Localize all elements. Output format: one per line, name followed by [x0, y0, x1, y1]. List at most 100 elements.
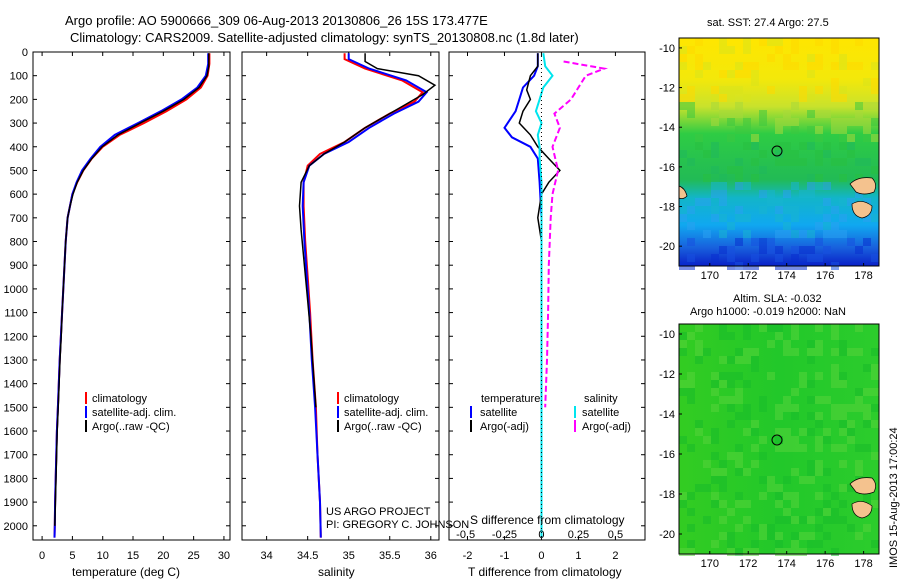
map-cell — [823, 532, 831, 540]
map-cell — [791, 412, 799, 420]
sla-map — [678, 323, 880, 556]
depth-tick-label: 600 — [10, 189, 28, 201]
map-cell — [807, 356, 815, 364]
sst-label: sat. SST: 27.4 Argo: 27.5 — [707, 17, 829, 29]
map-cell — [863, 420, 871, 428]
map-cell — [815, 158, 823, 166]
depth-tick-label: 1800 — [4, 473, 28, 485]
map-cell — [679, 332, 687, 340]
map-cell — [791, 492, 799, 500]
map-cell — [751, 158, 759, 166]
salinity-xlabel: salinity — [318, 565, 355, 579]
map-cell — [719, 198, 727, 206]
map-cell — [831, 548, 839, 556]
legend-argo: Argo(..raw -QC) — [92, 421, 170, 433]
map-cell — [807, 380, 815, 388]
map-cell — [799, 230, 807, 238]
map-cell — [791, 254, 799, 262]
map-cell — [863, 364, 871, 372]
map-cell — [783, 206, 791, 214]
map-cell — [775, 198, 783, 206]
map-cell — [799, 428, 807, 436]
map-cell — [679, 46, 687, 54]
depth-tick-label: 700 — [10, 213, 28, 225]
map-cell — [791, 436, 799, 444]
map-cell — [815, 126, 823, 134]
map-cell — [847, 484, 855, 492]
map-cell — [679, 380, 687, 388]
depth-tick-label: 500 — [10, 165, 28, 177]
map-cell — [727, 356, 735, 364]
x-tick-label: 35.5 — [379, 550, 400, 562]
map-cell — [751, 356, 759, 364]
map-cell — [807, 62, 815, 70]
map-cell — [839, 54, 847, 62]
map-cell — [823, 222, 831, 230]
map-cell — [799, 444, 807, 452]
map-cell — [863, 126, 871, 134]
map-cell — [695, 428, 703, 436]
map-cell — [815, 238, 823, 246]
map-cell — [687, 222, 695, 230]
depth-tick-label: 1400 — [4, 379, 28, 391]
map-cell — [807, 142, 815, 150]
map-cell — [815, 54, 823, 62]
map-cell — [839, 412, 847, 420]
salinity-legend: climatology satellite-adj. clim. Argo(..… — [337, 392, 428, 433]
map-cell — [783, 476, 791, 484]
map-cell — [823, 468, 831, 476]
map-cell — [847, 118, 855, 126]
map-cell — [799, 476, 807, 484]
map-cell — [831, 364, 839, 372]
map-cell — [751, 78, 759, 86]
legend-climatology: climatology — [92, 393, 148, 405]
map-cell — [687, 540, 695, 548]
map-cell — [719, 110, 727, 118]
temperature-plot: 0 5 10 15 20 25 30 — [33, 51, 230, 562]
map-cell — [719, 460, 727, 468]
map-cell — [783, 428, 791, 436]
map-cell — [863, 238, 871, 246]
depth-tick-label: 1600 — [4, 426, 28, 438]
map-cell — [727, 396, 735, 404]
map-cell — [743, 70, 751, 78]
map-cell — [871, 86, 879, 94]
map-cell — [775, 500, 783, 508]
map-cell — [839, 484, 847, 492]
map-cell — [831, 516, 839, 524]
map-cell — [711, 182, 719, 190]
map-cell — [719, 182, 727, 190]
map-cell — [711, 380, 719, 388]
map-cell — [791, 150, 799, 158]
map-cell — [735, 86, 743, 94]
map-cell — [727, 70, 735, 78]
map-cell — [759, 150, 767, 158]
map-cell — [687, 372, 695, 380]
map-cell — [775, 492, 783, 500]
sla-land-island-2 — [851, 501, 873, 519]
x-tick-label: 36 — [425, 550, 437, 562]
map-cell — [743, 548, 751, 556]
map-cell — [791, 102, 799, 110]
map-cell — [735, 492, 743, 500]
map-cell — [743, 94, 751, 102]
depth-tick-label: 300 — [10, 118, 28, 130]
map-cell — [807, 246, 815, 254]
map-cell — [727, 372, 735, 380]
map-cell — [831, 324, 839, 332]
map-cell — [783, 508, 791, 516]
map-cell — [807, 348, 815, 356]
map-cell — [687, 94, 695, 102]
map-cell — [783, 436, 791, 444]
map-cell — [823, 500, 831, 508]
map-cell — [855, 246, 863, 254]
map-cell — [815, 110, 823, 118]
legend-s-satellite: satellite — [582, 407, 619, 419]
x-tick-label: 34.5 — [297, 550, 318, 562]
map-cell — [727, 452, 735, 460]
depth-tick-label: 1100 — [4, 308, 28, 320]
map-cell — [695, 62, 703, 70]
map-cell — [759, 206, 767, 214]
map-cell — [799, 94, 807, 102]
map-cell — [823, 428, 831, 436]
